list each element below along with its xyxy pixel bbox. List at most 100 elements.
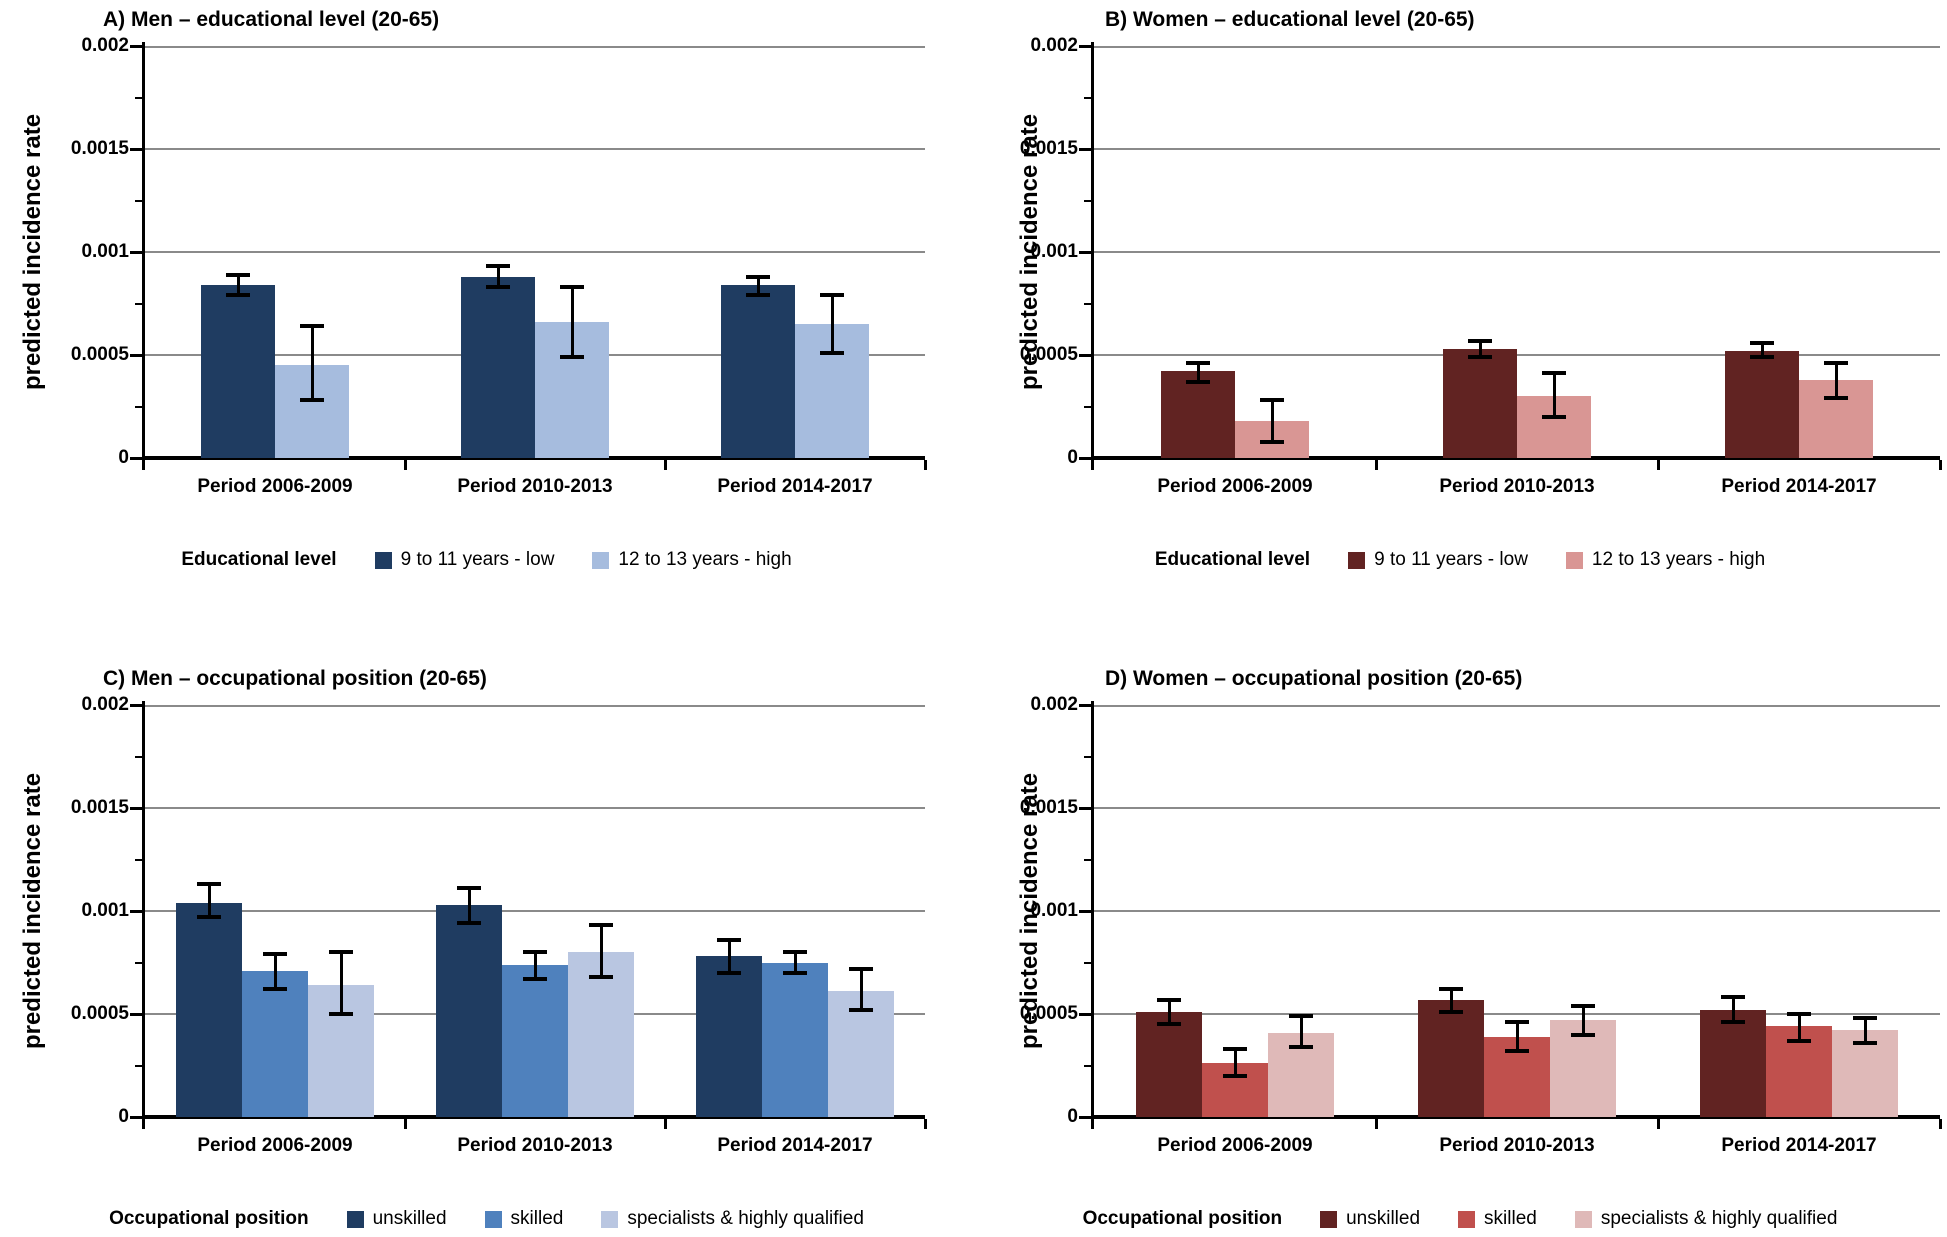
error-bar-cap-bottom: [1571, 1032, 1595, 1037]
error-bar-c-s2-g1: [589, 923, 613, 979]
legend-label-c-2: specialists & highly qualified: [627, 1208, 864, 1229]
error-bar-cap-top: [329, 950, 353, 955]
x-tick-a-1: [403, 460, 407, 470]
x-tick-b-1: [1374, 460, 1378, 470]
y-tick-label-d-0.002: 0.002: [1030, 694, 1078, 715]
error-bar-c-s1-g1: [523, 950, 547, 982]
bar-c-skilled-0: [242, 970, 308, 1117]
y-major-tick-c-0.002: [130, 703, 142, 707]
error-bar-cap-top: [263, 952, 287, 957]
x-axis-line-d: [1091, 1115, 1940, 1119]
y-major-tick-b-0.002: [1079, 44, 1091, 48]
bar-group-c-0: [145, 705, 405, 1117]
error-bar-cap-top: [197, 882, 221, 887]
error-bar-c-s0-g2: [717, 937, 741, 975]
x-category-label-c-2: Period 2014-2017: [717, 1135, 873, 1156]
error-bar-stem: [830, 293, 834, 355]
error-bar-b-s0-g1: [1468, 338, 1492, 360]
chart-title-d: D) Women – occupational position (20-65): [1105, 667, 1523, 690]
error-bar-c-s2-g0: [329, 950, 353, 1017]
error-bar-cap-top: [1721, 995, 1745, 1000]
y-tick-label-a-0.001: 0.001: [81, 241, 129, 262]
x-tick-c-2: [663, 1119, 667, 1129]
y-minor-tick-c-0.00175: [135, 755, 142, 758]
error-bar-stem: [273, 952, 277, 992]
y-tick-label-a-0.002: 0.002: [81, 35, 129, 56]
x-category-label-d-1: Period 2010-2013: [1439, 1135, 1595, 1156]
error-bar-stem: [793, 950, 797, 975]
error-bar-stem: [859, 966, 863, 1012]
y-major-tick-d-0.002: [1079, 703, 1091, 707]
legend-swatch-d-2: [1574, 1210, 1592, 1228]
error-bar-stem: [1167, 997, 1171, 1027]
error-bar-cap-top: [1439, 987, 1463, 992]
error-bar-cap-bottom: [486, 285, 510, 290]
error-bar-stem: [1552, 371, 1556, 419]
error-bar-c-s0-g1: [457, 886, 481, 926]
y-minor-tick-a-0.00125: [135, 199, 142, 202]
y-major-tick-b-0: [1079, 456, 1091, 460]
bar-a-9-to-11-years-low-0: [201, 284, 275, 458]
error-bar-cap-bottom: [1223, 1073, 1247, 1078]
plot-area-c: [130, 701, 927, 1129]
legend-item-c-2: specialists & highly qualified: [601, 1208, 864, 1230]
y-major-tick-b-0.0005: [1079, 353, 1091, 357]
bar-d-unskilled-1: [1418, 999, 1484, 1117]
y-major-tick-c-0.0005: [130, 1012, 142, 1016]
error-bar-cap-top: [226, 272, 250, 277]
bar-d-unskilled-0: [1136, 1011, 1202, 1117]
legend-label-b-1: 12 to 13 years - high: [1591, 549, 1766, 570]
legend-item-d-0: unskilled: [1320, 1208, 1420, 1230]
error-bar-cap-top: [486, 264, 510, 269]
x-tick-d-3: [1938, 1119, 1942, 1129]
legend-d: Occupational position unskilled skilled spe…: [973, 1208, 1947, 1230]
bar-group-c-2: [665, 705, 925, 1117]
error-bar-stem: [1731, 995, 1735, 1025]
error-bar-cap-bottom: [1750, 355, 1774, 360]
error-bar-cap-bottom: [1157, 1022, 1181, 1027]
x-category-label-a-1: Period 2010-2013: [457, 476, 613, 497]
y-minor-tick-d-0.00025: [1084, 1064, 1091, 1067]
y-axis-line-d: [1091, 701, 1094, 1129]
y-minor-tick-a-0.00075: [135, 302, 142, 305]
error-bar-c-s1-g2: [783, 950, 807, 975]
legend-swatch-b-0: [1348, 551, 1366, 569]
gridline-d-0.001: [1094, 910, 1940, 912]
y-minor-tick-d-0.00175: [1084, 755, 1091, 758]
error-bar-cap-top: [1853, 1016, 1877, 1021]
gridline-b-0.0015: [1094, 148, 1940, 150]
y-minor-tick-b-0.00075: [1084, 302, 1091, 305]
chart-title-b: B) Women – educational level (20-65): [1105, 8, 1475, 31]
legend-a: Educational level 9 to 11 years - low 12 t…: [0, 549, 973, 571]
error-bar-stem: [207, 882, 211, 920]
y-tick-label-a-0: 0: [118, 447, 129, 468]
error-bar-cap-bottom: [1542, 414, 1566, 419]
y-tick-label-d-0.001: 0.001: [1030, 900, 1078, 921]
gridline-a-0.001: [145, 251, 925, 253]
y-minor-tick-a-0.00175: [135, 96, 142, 99]
y-tick-label-c-0: 0: [118, 1106, 129, 1127]
bar-group-b-0: [1094, 46, 1376, 458]
x-axis-line-b: [1091, 456, 1940, 460]
legend-swatch-d-1: [1458, 1210, 1476, 1228]
legend-item-c-1: skilled: [484, 1208, 563, 1230]
legend-c: Occupational position unskilled skilled spe…: [0, 1208, 973, 1230]
legend-item-a-1: 12 to 13 years - high: [592, 549, 792, 571]
bar-group-a-0: [145, 46, 405, 458]
bar-group-a-2: [665, 46, 925, 458]
error-bar-stem: [1478, 338, 1482, 360]
y-minor-tick-b-0.00175: [1084, 96, 1091, 99]
error-bar-b-s1-g0: [1260, 398, 1284, 444]
error-bar-cap-top: [589, 923, 613, 928]
error-bar-cap-bottom: [300, 398, 324, 403]
y-major-tick-d-0.001: [1079, 909, 1091, 913]
y-major-tick-d-0.0015: [1079, 806, 1091, 810]
legend-label-b-0: 9 to 11 years - low: [1374, 549, 1528, 570]
gridline-a-0.0015: [145, 148, 925, 150]
error-bar-d-s1-g0: [1223, 1046, 1247, 1078]
error-bar-cap-top: [523, 950, 547, 955]
error-bar-cap-top: [849, 966, 873, 971]
x-category-label-c-0: Period 2006-2009: [197, 1135, 353, 1156]
x-axis-line-c: [142, 1115, 925, 1119]
legend-swatch-d-0: [1320, 1210, 1338, 1228]
